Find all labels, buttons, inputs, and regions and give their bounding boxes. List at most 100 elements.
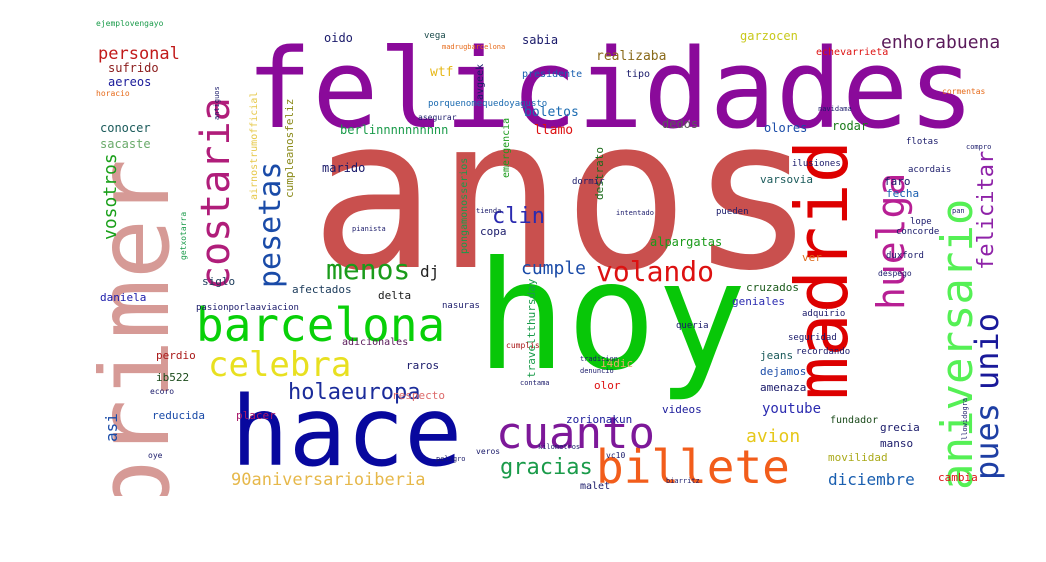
word-hace: hace — [231, 376, 463, 488]
word-seguridad: seguridad — [788, 333, 837, 343]
word-oido: oido — [324, 31, 353, 45]
word-vosotros: vosotros — [100, 153, 121, 240]
word-garzocen: garzocen — [740, 29, 798, 43]
word-avion: avion — [746, 426, 801, 447]
word-boletos: boletos — [524, 105, 579, 120]
word-zorionakun: zorionakun — [566, 413, 633, 426]
word-pueden: pueden — [716, 207, 749, 217]
word-aereos: aereos — [108, 75, 152, 89]
word-madrugbarcelona: madrugbarcelona — [442, 43, 506, 51]
word-celebra: celebra — [208, 345, 352, 385]
word-asegurar: porquenomequedoyagusto — [428, 99, 548, 109]
word-cruzados: cruzados — [746, 281, 799, 294]
word-cumple: cumple — [521, 258, 587, 279]
word-veros: veros — [476, 447, 501, 456]
word-amenaza: amenaza — [760, 381, 807, 394]
word-ecoro: ecoro — [150, 387, 175, 396]
word-barcelona: barcelona — [196, 298, 446, 352]
word-queria: queria — [676, 321, 709, 331]
word-diciembre: diciembre — [828, 470, 915, 489]
word-emergencia: emergencia — [501, 117, 512, 178]
word-tienda: tienda — [476, 207, 502, 215]
word-llowidogra: llowidogra — [961, 397, 969, 440]
word-hoy: hoy — [476, 230, 747, 404]
word-gracias: gracias — [500, 455, 593, 480]
word-getxotarra: getxotarra — [179, 211, 188, 260]
word-kilometros: kilometros — [538, 443, 581, 451]
word-daniela: daniela — [100, 291, 147, 304]
word-holaeuropa: holaeuropa — [288, 380, 421, 405]
word-geniales: geniales — [732, 295, 785, 308]
word-peligro: peligro — [436, 455, 466, 463]
word-cumpleanosfeliz: cumpleanosfeliz — [283, 98, 296, 198]
word-intentado: intentado — [616, 209, 654, 217]
word-denuncio: denuncio — [580, 367, 614, 375]
word-clin: clin — [492, 204, 545, 229]
word-compro: compro — [966, 143, 992, 151]
word-menos: menos — [326, 253, 411, 286]
word-rodar: rodar — [832, 119, 869, 133]
word-pasionporlaaviacion: pasionporlaaviacion — [196, 303, 299, 313]
word-14dic: 14dic — [600, 357, 634, 370]
word-olores: olores — [764, 121, 808, 135]
word-contama: contama — [520, 379, 550, 387]
word-perdio: perdio — [156, 349, 196, 362]
word-personal: personal — [98, 44, 180, 64]
word-billete: billete — [596, 440, 790, 494]
word-copa: copa — [480, 225, 507, 238]
word-llamo: llamo — [534, 123, 574, 138]
word-placer: placer — [236, 409, 276, 422]
word-destrato: destrato — [593, 147, 606, 200]
word-grecia: grecia — [880, 421, 920, 434]
word-90aniversarioiberia: 90aniversarioiberia — [231, 470, 426, 490]
word-flotas: flotas — [906, 137, 939, 147]
word-cumplis: cumplis — [506, 341, 540, 350]
word-antiguos: antiguos — [213, 86, 221, 120]
word-delta: delta — [378, 289, 412, 302]
word-pianista: pianista — [352, 225, 386, 233]
word-asi: asi — [102, 413, 121, 442]
word-faro: faro — [884, 175, 911, 188]
word-cuanto: cuanto — [496, 408, 655, 459]
word-ejemplovengayo: ejemplovengayo — [96, 20, 164, 28]
word-tradicion: tradicion — [580, 355, 618, 363]
word-berlinnnnnnnnnn: berlinnnnnnnnnn — [340, 123, 449, 137]
word-dormir: dormir — [572, 177, 605, 187]
word-airnostrumofficial: airnostrumofficial — [249, 91, 260, 200]
word-pues: pues — [968, 402, 1006, 480]
word-lope: lope — [910, 217, 932, 227]
word-alpargatas: alpargatas — [650, 235, 723, 249]
word-recordando: recordando — [796, 347, 851, 357]
word-ver: ver — [802, 251, 822, 264]
word-nasuras: nasuras — [442, 301, 480, 311]
word-navidama: navidama — [818, 105, 852, 113]
word-acordais: acordais — [908, 165, 952, 175]
word-youtube: youtube — [762, 401, 822, 417]
word-siglo: siglo — [202, 275, 236, 288]
word-horacio: horacio — [96, 89, 130, 98]
word-oye: oye — [148, 451, 163, 460]
word-cormentas: cormentas — [942, 87, 986, 96]
word-adquirio: adquirio — [802, 309, 846, 319]
word-volando: volando — [596, 255, 715, 288]
word-fecha: fecha — [886, 187, 920, 200]
word-dj: dj — [420, 262, 440, 281]
word-anos: anos — [310, 72, 816, 317]
word-cloud: anos hoy felicidades primer hace madrid … — [96, 20, 1032, 496]
word-costaria: costaria — [193, 97, 239, 290]
word-jeans: jeans — [760, 349, 794, 362]
word-unio: unio — [968, 312, 1006, 390]
word-dejamos: dejamos — [760, 365, 807, 378]
word-traveltthursday: traveltthursday — [525, 278, 538, 378]
word-movilidad: movilidad — [828, 451, 888, 464]
word-marido: marido — [322, 161, 366, 175]
word-fundador: fundador — [830, 415, 879, 426]
word-dedos: dedos — [662, 117, 699, 131]
word-varsovia: varsovia — [760, 173, 813, 186]
word-despego: despego — [878, 269, 912, 278]
word-malet: malet — [580, 481, 611, 492]
word-respecto: respecto — [392, 389, 445, 402]
word-raros: raros — [406, 359, 440, 372]
word-pongamonosserios: pongamonosserios — [459, 157, 470, 254]
word-ib522: ib522 — [156, 371, 190, 384]
